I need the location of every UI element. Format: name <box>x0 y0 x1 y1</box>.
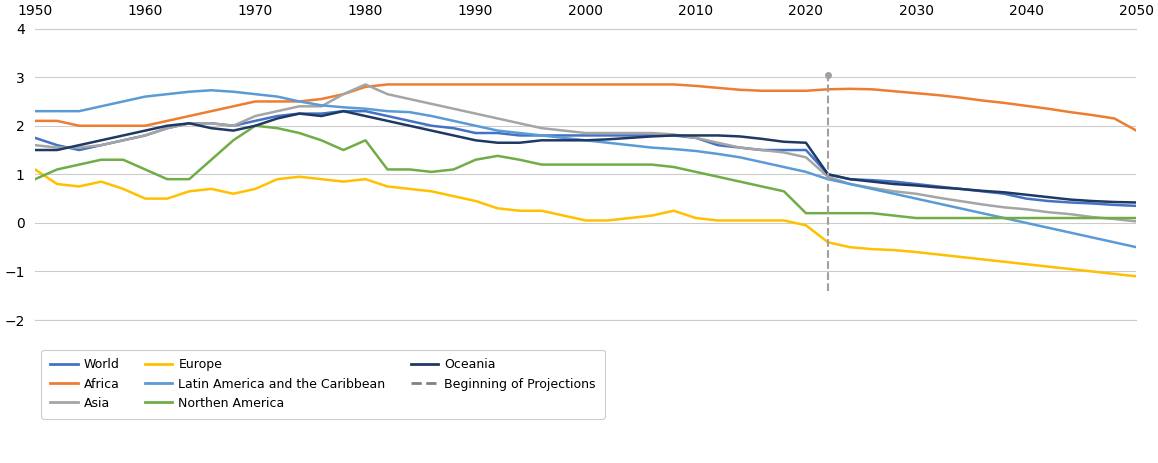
Legend: World, Africa, Asia, Europe, Latin America and the Caribbean, Northen America, O: World, Africa, Asia, Europe, Latin Ameri… <box>42 350 604 419</box>
